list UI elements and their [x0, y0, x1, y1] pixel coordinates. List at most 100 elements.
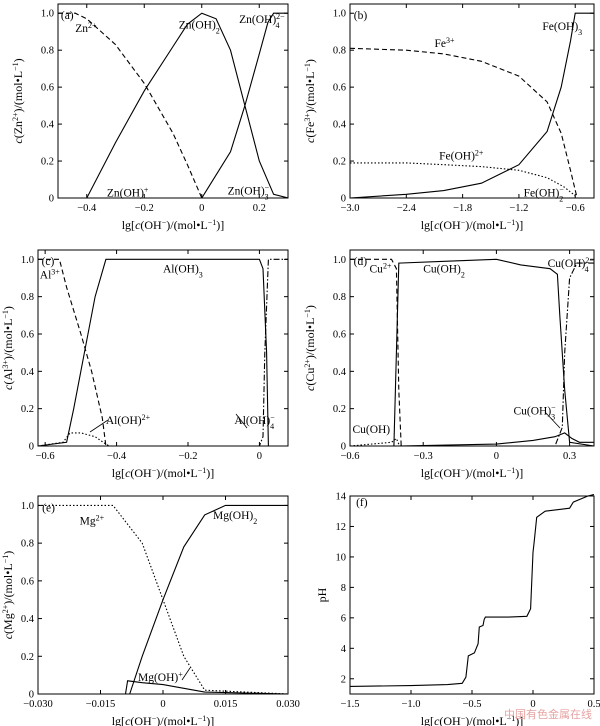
x-tick-label: −0.6	[36, 451, 55, 462]
plot-frame	[349, 495, 595, 695]
x-axis-label: lg[c(OH−)/(mol•L−1)]	[112, 714, 215, 726]
y-axis-label: c(Zn2+)/(mol•L−1)	[11, 58, 26, 143]
y-tick-label: 0.4	[21, 614, 35, 625]
y-tick-label: 0.4	[41, 120, 55, 131]
x-tick-label: 0	[494, 451, 499, 462]
x-tick-label: −1.8	[453, 203, 472, 214]
chart-panel-5: −0.030 −0.015 0 0.015 0.030 0 0.2 0.4 0.6 0.8 1.0 l…	[1, 495, 300, 726]
x-tick-label: 0	[199, 203, 204, 214]
x-tick-label: −0.2	[178, 451, 197, 462]
y-tick-label: 1.0	[21, 255, 34, 266]
chart-panel-4: −0.6 −0.3 0 0.3 0 0.2 0.4 0.6 0.8 1.0 lg[c(OH−)/(m…	[303, 249, 595, 481]
chart-annotation: Fe(OH)− 2	[524, 185, 565, 203]
chart-annotation: (a)	[61, 10, 74, 22]
chart-annotation: Fe(OH)2+	[439, 148, 484, 163]
chart-annotation: Fe(OH)3	[542, 21, 582, 37]
series-line	[38, 258, 288, 447]
label-leader	[181, 667, 191, 681]
chart-annotation: Cu2+	[370, 261, 392, 276]
y-tick-label: 12	[336, 522, 347, 533]
y-tick-label: 0.2	[21, 652, 34, 663]
series-line	[58, 12, 288, 199]
x-tick-label: −0.015	[86, 699, 116, 710]
plot-frame	[37, 495, 289, 695]
y-tick-label: 1.0	[41, 9, 54, 20]
y-tick-label: 0.8	[333, 292, 346, 303]
x-tick-label: −0.030	[23, 699, 53, 710]
chart-panel-6: −1.5 −1.0 −0.5 0 0.5 2 4 6 8 10 12 14 lg[c(OH−)/(mol…	[315, 492, 600, 726]
series-line	[38, 258, 288, 447]
chart-panel-1: −0.4 −0.2 0 0.2 0 0.2 0.4 0.6 0.8 1.0 lg[c(OH−)/(m…	[11, 3, 289, 232]
series-line	[350, 432, 594, 447]
series-line	[350, 47, 578, 199]
x-tick-label: 0.3	[563, 451, 576, 462]
chart-annotation: Al3+	[40, 267, 61, 282]
y-tick-label: 0.2	[333, 404, 346, 415]
label-leader	[544, 411, 561, 429]
chart-annotation: Mg(OH)2	[213, 510, 257, 526]
x-tick-label: −0.4	[107, 451, 127, 462]
series-line	[38, 432, 288, 447]
chart-annotation: (d)	[354, 256, 368, 268]
x-tick-label: −0.3	[414, 451, 433, 462]
y-tick-label: 0	[29, 442, 34, 453]
y-tick-label: 1.0	[333, 9, 346, 20]
watermark: 中国有色金属在线	[504, 708, 592, 721]
x-tick-label: −0.6	[566, 203, 585, 214]
y-tick-label: 2	[341, 674, 346, 685]
chart-annotation: Al(OH)2+	[106, 412, 151, 427]
y-tick-label: 4	[341, 644, 347, 655]
chart-annotation: Mg(OH)+	[138, 670, 183, 685]
series-line	[350, 258, 594, 447]
y-tick-label: 6	[341, 613, 346, 624]
label-leader	[89, 419, 109, 433]
x-axis-label: lg[c(OH−)/(mol•L−1)]	[421, 218, 524, 233]
y-tick-label: 1.0	[21, 501, 34, 512]
chart-annotation: Al(OH)− 4	[234, 412, 275, 430]
x-tick-label: −0.5	[462, 699, 481, 710]
chart-annotation: Zn(OH)2	[179, 19, 220, 34]
x-tick-label: 0	[160, 699, 165, 710]
series-line	[350, 258, 594, 447]
y-tick-label: 0.4	[21, 367, 35, 378]
chart-annotation: (f)	[356, 497, 368, 509]
series-line	[350, 494, 594, 687]
y-tick-label: 0.2	[41, 157, 54, 168]
series-line	[58, 12, 288, 199]
chart-annotation: Cu(OH)2− 4	[548, 256, 595, 274]
chart-annotation: Mg2+	[80, 513, 105, 528]
series-line	[350, 162, 578, 199]
x-tick-label: 0.030	[276, 699, 300, 710]
x-tick-label: −1.0	[401, 699, 420, 710]
chart-annotation: (e)	[42, 502, 55, 514]
x-tick-label: 0.5	[587, 699, 600, 710]
plot-frame	[57, 3, 289, 199]
y-tick-label: 0.4	[333, 120, 347, 131]
y-tick-label: 0.6	[21, 576, 34, 587]
x-tick-label: −2.4	[397, 203, 417, 214]
series-line	[38, 258, 288, 447]
y-axis-label: c(Al3+)/(mol•L−1)	[1, 306, 16, 390]
y-tick-label: 0.2	[333, 157, 346, 168]
chart-annotation: (b)	[354, 10, 368, 22]
y-axis-label: c(Cu2+)/(mol•L−1)	[303, 305, 318, 391]
chart-annotation: Cu(OH)2	[423, 264, 465, 280]
y-tick-label: 0.2	[21, 404, 34, 415]
chart-annotation: Al(OH)3	[163, 264, 203, 280]
y-axis-label: c(Fe3+)/(mol•L−1)	[303, 59, 318, 143]
y-tick-label: 10	[336, 552, 347, 563]
y-tick-label: 1.0	[333, 255, 346, 266]
chart-annotation: (c)	[42, 256, 55, 268]
x-tick-label: 0.015	[214, 699, 238, 710]
x-tick-label: −0.6	[340, 451, 359, 462]
y-tick-label: 0	[49, 194, 54, 205]
y-tick-label: 0.8	[333, 46, 346, 57]
x-axis-label: lg[c(OH−)/(mol•L−1)]	[421, 466, 524, 481]
y-tick-label: 0.6	[333, 330, 346, 341]
y-tick-label: 0.8	[41, 46, 54, 57]
y-tick-label: 8	[341, 583, 346, 594]
chart-annotation: Zn(OH)− 3	[228, 183, 270, 201]
y-tick-label: 0.6	[41, 83, 54, 94]
chart-panel-2: −3.0 −2.4 −1.8 −1.2 −0.6 0 0.2 0.4 0.6 0.8 1.0 lg[c…	[303, 3, 595, 233]
y-tick-label: 0	[341, 194, 346, 205]
